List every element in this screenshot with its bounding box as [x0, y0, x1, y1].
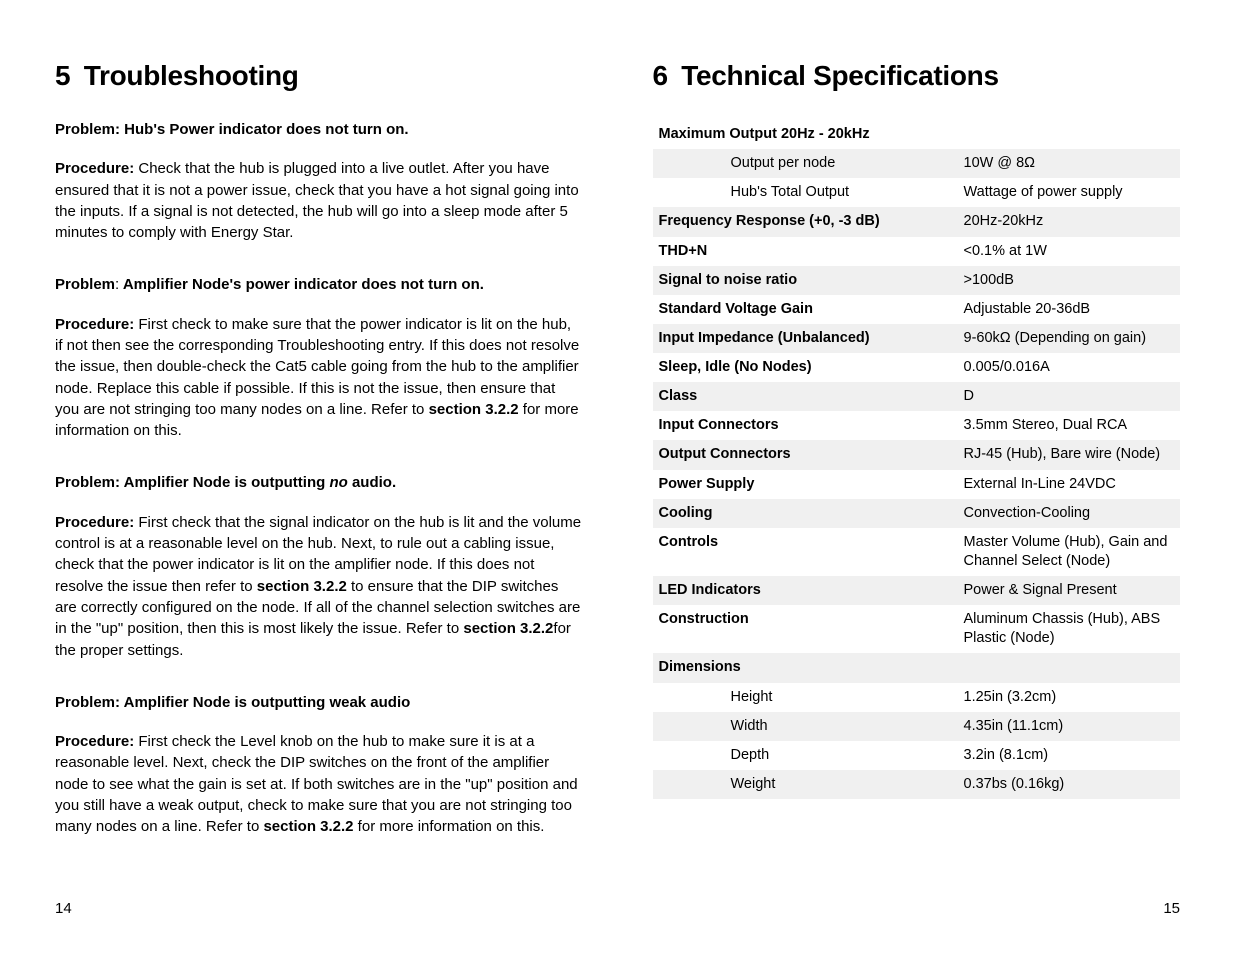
spec-label: Maximum Output 20Hz - 20kHz [653, 120, 958, 149]
spec-value: External In-Line 24VDC [958, 470, 1181, 499]
spec-row: CoolingConvection-Cooling [653, 499, 1181, 528]
spec-label: Hub's Total Output [653, 178, 958, 207]
spec-value: Adjustable 20-36dB [958, 295, 1181, 324]
spec-label: Height [653, 683, 958, 712]
problem-block: Problem: Amplifier Node's power indicato… [55, 275, 583, 441]
spec-value: Master Volume (Hub), Gain and Channel Se… [958, 528, 1181, 576]
problem-block: Problem: Amplifier Node is outputting we… [55, 693, 583, 838]
spec-value: 0.37bs (0.16kg) [958, 770, 1181, 799]
spec-value: 20Hz-20kHz [958, 207, 1181, 236]
spec-value: Wattage of power supply [958, 178, 1181, 207]
spec-row: LED IndicatorsPower & Signal Present [653, 576, 1181, 605]
spec-label: Depth [653, 741, 958, 770]
spec-value: RJ-45 (Hub), Bare wire (Node) [958, 440, 1181, 469]
section-number: 5 [55, 60, 70, 91]
specifications-column: 6 Technical Specifications Maximum Outpu… [653, 60, 1181, 870]
spec-row: Output ConnectorsRJ-45 (Hub), Bare wire … [653, 440, 1181, 469]
spec-value: 4.35in (11.1cm) [958, 712, 1181, 741]
procedure-text: Procedure: First check to make sure that… [55, 314, 583, 442]
spec-value: Aluminum Chassis (Hub), ABS Plastic (Nod… [958, 605, 1181, 653]
spec-row: Output per node10W @ 8Ω [653, 149, 1181, 178]
spec-label: Standard Voltage Gain [653, 295, 958, 324]
problem-title: Problem: Amplifier Node is outputting no… [55, 473, 583, 493]
spec-row: Dimensions [653, 653, 1181, 682]
procedure-text: Procedure: First check that the signal i… [55, 512, 583, 661]
problem-title: Problem: Amplifier Node is outputting we… [55, 693, 583, 713]
spec-row: Standard Voltage GainAdjustable 20-36dB [653, 295, 1181, 324]
spec-label: Construction [653, 605, 958, 653]
spec-row: Weight0.37bs (0.16kg) [653, 770, 1181, 799]
spec-value: 1.25in (3.2cm) [958, 683, 1181, 712]
spec-row [653, 799, 1181, 825]
section-number: 6 [653, 60, 668, 91]
spec-value: >100dB [958, 266, 1181, 295]
spec-row: Power SupplyExternal In-Line 24VDC [653, 470, 1181, 499]
procedure-text: Procedure: Check that the hub is plugged… [55, 158, 583, 243]
spec-value [958, 653, 1181, 682]
spec-label: LED Indicators [653, 576, 958, 605]
spec-label: Weight [653, 770, 958, 799]
page-number-left: 14 [55, 900, 72, 917]
spec-value: 9-60kΩ (Depending on gain) [958, 324, 1181, 353]
spec-value: 3.5mm Stereo, Dual RCA [958, 411, 1181, 440]
spec-row: Height1.25in (3.2cm) [653, 683, 1181, 712]
spec-value [958, 120, 1181, 149]
spec-row: ConstructionAluminum Chassis (Hub), ABS … [653, 605, 1181, 653]
spec-row: ControlsMaster Volume (Hub), Gain and Ch… [653, 528, 1181, 576]
spec-value: Convection-Cooling [958, 499, 1181, 528]
spec-row: Input Connectors3.5mm Stereo, Dual RCA [653, 411, 1181, 440]
spec-row: Input Impedance (Unbalanced)9-60kΩ (Depe… [653, 324, 1181, 353]
spec-value: 3.2in (8.1cm) [958, 741, 1181, 770]
page-numbers: 14 15 [55, 870, 1180, 917]
procedure-text: Procedure: First check the Level knob on… [55, 731, 583, 837]
spec-value: <0.1% at 1W [958, 237, 1181, 266]
spec-label: Dimensions [653, 653, 958, 682]
problem-title: Problem: Amplifier Node's power indicato… [55, 275, 583, 295]
spec-label: Cooling [653, 499, 958, 528]
spec-table: Maximum Output 20Hz - 20kHzOutput per no… [653, 120, 1181, 825]
spec-value: 10W @ 8Ω [958, 149, 1181, 178]
spec-value: D [958, 382, 1181, 411]
spec-label: Sleep, Idle (No Nodes) [653, 353, 958, 382]
spec-row: Hub's Total OutputWattage of power suppl… [653, 178, 1181, 207]
spec-row: Frequency Response (+0, -3 dB)20Hz-20kHz [653, 207, 1181, 236]
spec-label: Frequency Response (+0, -3 dB) [653, 207, 958, 236]
spec-label: Power Supply [653, 470, 958, 499]
spec-value: 0.005/0.016A [958, 353, 1181, 382]
problem-title: Problem: Hub's Power indicator does not … [55, 120, 583, 140]
section-title: Technical Specifications [681, 60, 999, 91]
spec-label: Input Impedance (Unbalanced) [653, 324, 958, 353]
spec-label: Class [653, 382, 958, 411]
spec-label: Width [653, 712, 958, 741]
spec-label: Output Connectors [653, 440, 958, 469]
spec-row: ClassD [653, 382, 1181, 411]
spec-label: Output per node [653, 149, 958, 178]
spec-row: THD+N<0.1% at 1W [653, 237, 1181, 266]
problem-block: Problem: Hub's Power indicator does not … [55, 120, 583, 243]
spec-row: Signal to noise ratio>100dB [653, 266, 1181, 295]
section-title: Troubleshooting [84, 60, 299, 91]
spec-label: Controls [653, 528, 958, 576]
spec-value: Power & Signal Present [958, 576, 1181, 605]
problem-block: Problem: Amplifier Node is outputting no… [55, 473, 583, 660]
page-number-right: 15 [1163, 900, 1180, 917]
specifications-heading: 6 Technical Specifications [653, 60, 1181, 92]
spec-row: Sleep, Idle (No Nodes)0.005/0.016A [653, 353, 1181, 382]
spec-row: Maximum Output 20Hz - 20kHz [653, 120, 1181, 149]
spec-label: THD+N [653, 237, 958, 266]
spec-label: Signal to noise ratio [653, 266, 958, 295]
spec-row: Depth3.2in (8.1cm) [653, 741, 1181, 770]
spec-label: Input Connectors [653, 411, 958, 440]
spec-row: Width4.35in (11.1cm) [653, 712, 1181, 741]
troubleshooting-heading: 5 Troubleshooting [55, 60, 583, 92]
troubleshooting-column: 5 Troubleshooting Problem: Hub's Power i… [55, 60, 583, 870]
